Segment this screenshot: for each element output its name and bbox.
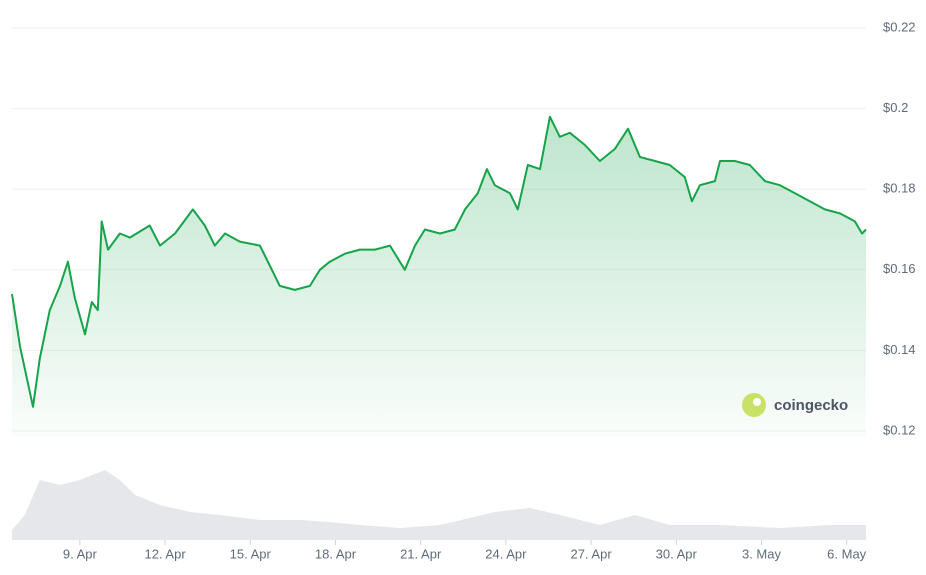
x-tick-label: 3. May	[742, 546, 782, 561]
x-tick-label: 21. Apr	[400, 546, 442, 561]
x-tick-label: 24. Apr	[485, 546, 527, 561]
x-tick-label: 6. May	[827, 546, 867, 561]
price-line	[11, 115, 867, 408]
x-tick-label: 30. Apr	[656, 546, 698, 561]
plot: $0.12 $0.14 $0.16 $0.18 $0.2 $0.22 9. Apr 12. A…	[11, 19, 916, 561]
x-tick-label: 15. Apr	[230, 546, 272, 561]
price-area	[12, 116, 866, 437]
y-tick-label: $0.18	[883, 181, 916, 196]
y-tick-label: $0.14	[883, 342, 916, 357]
y-tick-label: $0.16	[883, 261, 916, 276]
logo-eye	[753, 398, 761, 406]
x-tick-label: 12. Apr	[144, 546, 186, 561]
y-tick-label: $0.2	[883, 100, 908, 115]
watermark-text: coingecko	[774, 397, 848, 414]
x-tick-label: 27. Apr	[570, 546, 612, 561]
logo-icon	[742, 393, 766, 417]
x-tick-label: 18. Apr	[315, 546, 357, 561]
volume-area	[12, 470, 866, 540]
watermark: coingecko	[742, 393, 848, 417]
y-tick-label: $0.22	[883, 19, 916, 34]
x-tick-label: 9. Apr	[63, 546, 98, 561]
y-tick-label: $0.12	[883, 422, 916, 437]
